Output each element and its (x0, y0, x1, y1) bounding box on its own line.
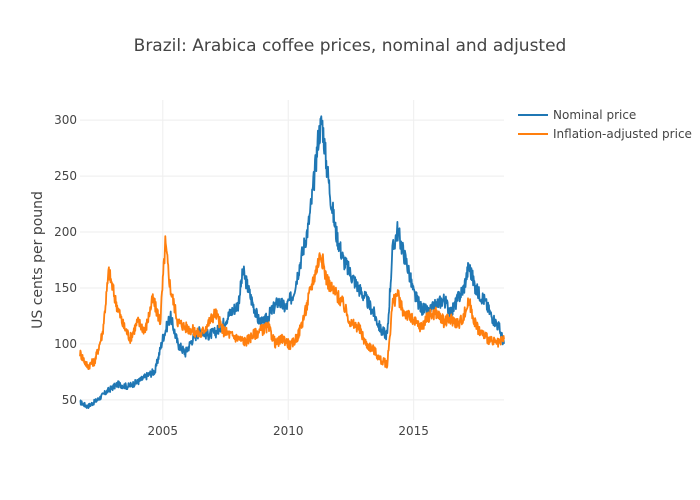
legend-item-1[interactable]: Nominal price (518, 108, 636, 122)
y-tick-label: 50 (62, 393, 77, 407)
x-tick-label: 2005 (148, 424, 179, 438)
series-lines (79, 115, 505, 409)
legend-item-2[interactable]: Inflation-adjusted price (518, 127, 692, 141)
chart-title: Brazil: Arabica coffee prices, nominal a… (134, 36, 567, 56)
legend-label: Nominal price (553, 108, 636, 122)
y-axis-ticks: 50 100 150 200 250 300 (54, 113, 77, 407)
x-tick-label: 2015 (398, 424, 429, 438)
y-tick-label: 300 (54, 113, 77, 127)
legend[interactable]: Nominal price Inflation-adjusted price (518, 108, 692, 141)
y-axis-title: US cents per pound (30, 191, 46, 329)
gridlines (80, 100, 504, 420)
y-tick-label: 250 (54, 169, 77, 183)
y-tick-label: 100 (54, 337, 77, 351)
y-tick-label: 150 (54, 281, 77, 295)
series-line-1 (79, 115, 505, 409)
x-tick-label: 2010 (273, 424, 304, 438)
series-line-2 (79, 235, 505, 370)
legend-label: Inflation-adjusted price (553, 127, 692, 141)
y-tick-label: 200 (54, 225, 77, 239)
x-axis-ticks: 2005 2010 2015 (148, 424, 429, 438)
